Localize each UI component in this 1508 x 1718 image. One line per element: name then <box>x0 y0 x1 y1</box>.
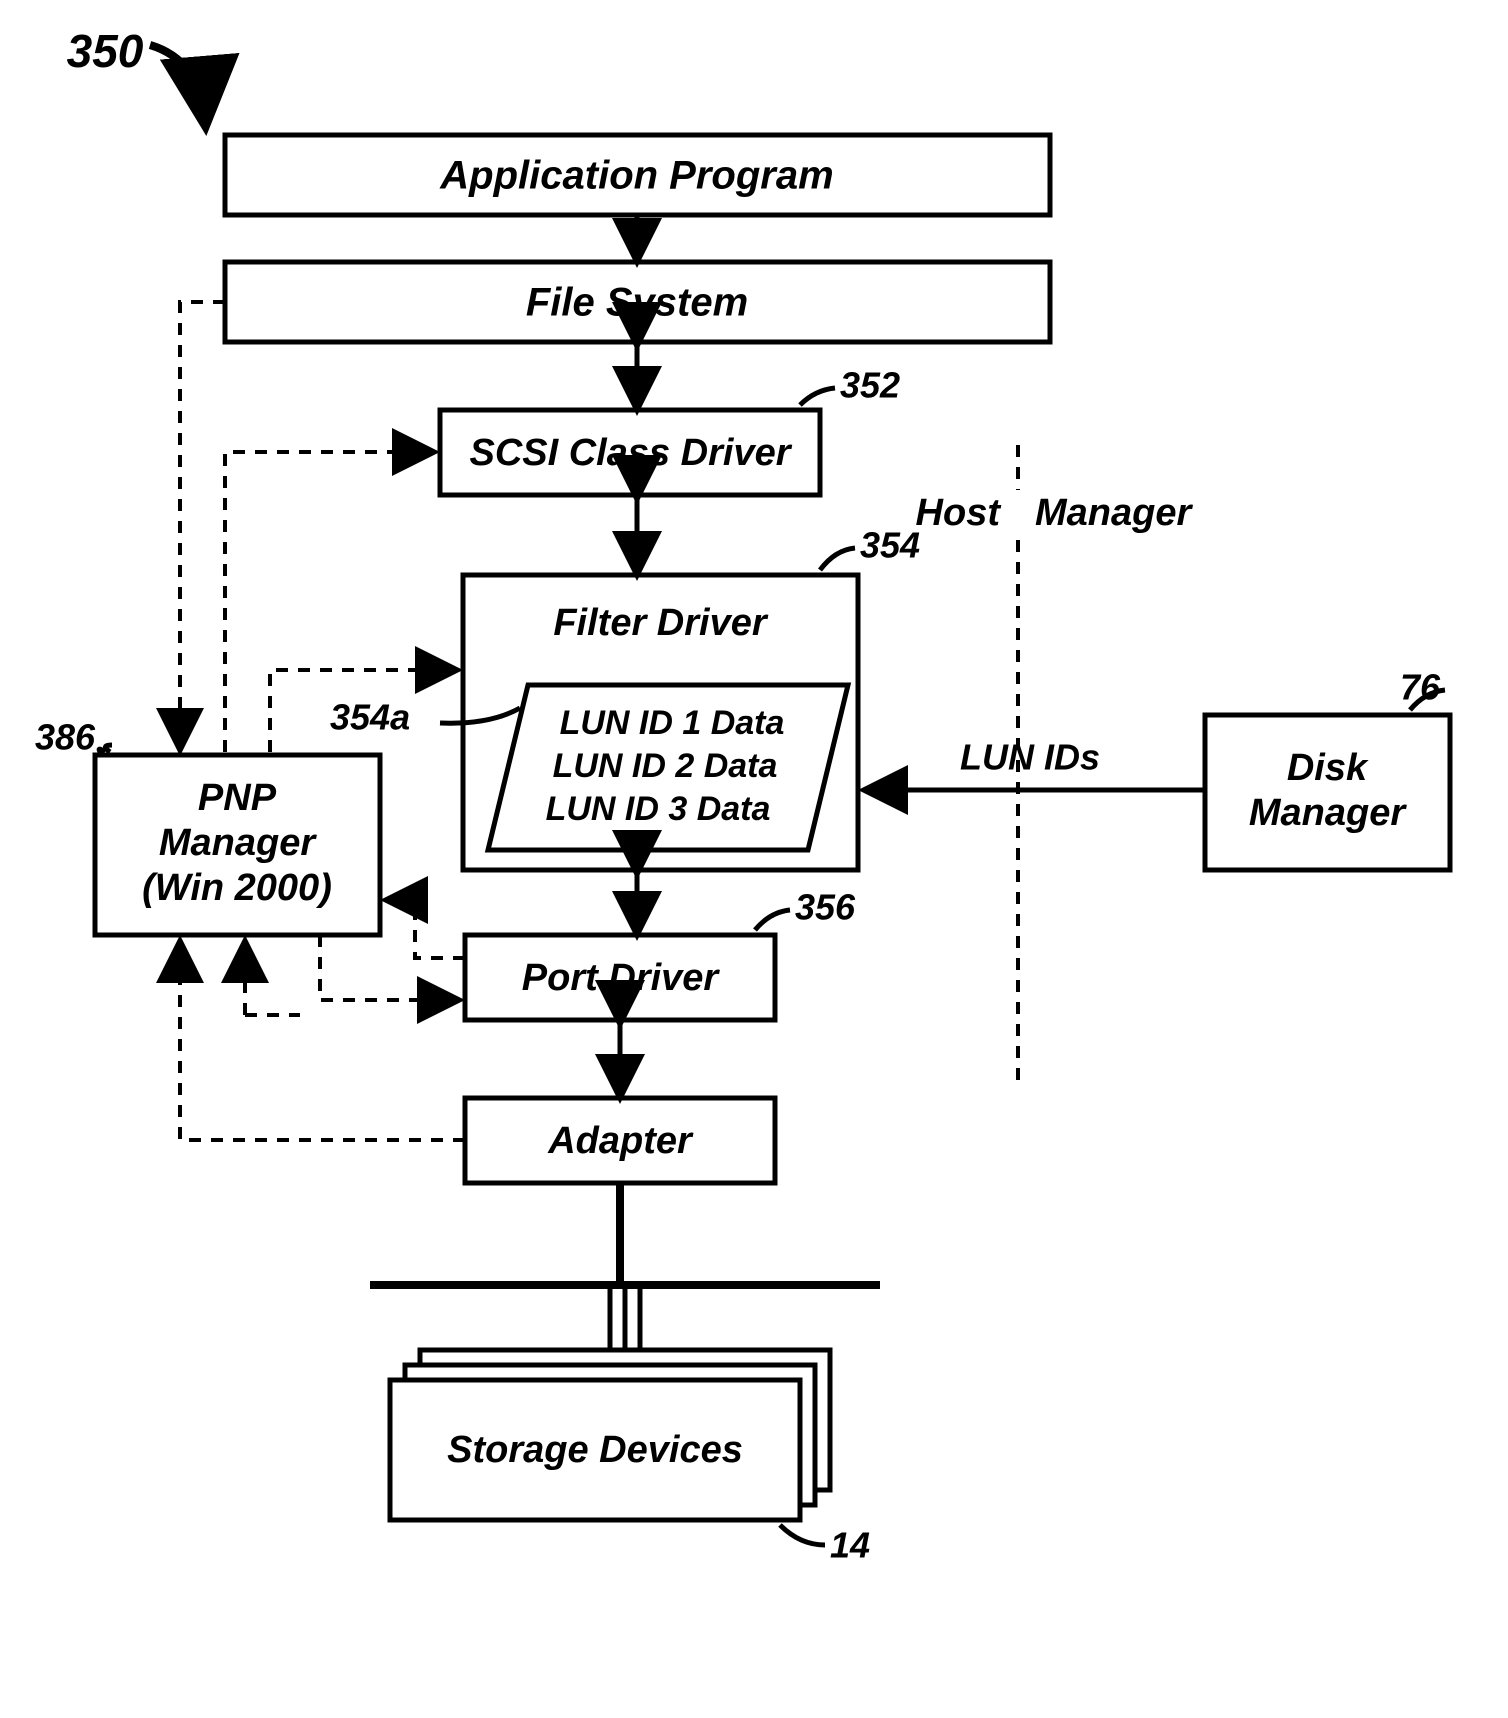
filter-driver-label: Filter Driver <box>553 602 769 644</box>
scsi-ref: 352 <box>840 365 900 406</box>
adapter-label: Adapter <box>547 1120 694 1162</box>
storage-ref: 14 <box>830 1525 870 1566</box>
dashed-port-to-pnp-in <box>388 900 465 958</box>
figure-ref-label: 350 <box>67 25 144 77</box>
dashed-fs-to-pnp <box>180 302 225 748</box>
port-driver-box: Port Driver 356 <box>465 887 856 1020</box>
lun-line-3: LUN ID 3 Data <box>546 790 771 828</box>
adapter-box: Adapter <box>465 1098 775 1183</box>
disk-line-1: Disk <box>1287 747 1369 789</box>
port-driver-label: Port Driver <box>522 957 721 999</box>
diagram-canvas: 350 Application Program File System SCSI… <box>0 0 1508 1718</box>
application-program-box: Application Program <box>225 135 1050 215</box>
scsi-driver-box: SCSI Class Driver 352 <box>440 365 900 495</box>
lun-line-2: LUN ID 2 Data <box>553 747 778 785</box>
file-system-label: File System <box>526 281 748 325</box>
pnp-line-2: Manager <box>159 822 317 864</box>
scsi-driver-label: SCSI Class Driver <box>469 432 792 474</box>
pnp-line-1: PNP <box>198 777 277 819</box>
lun-data-parallelogram: LUN ID 1 Data LUN ID 2 Data LUN ID 3 Dat… <box>488 685 848 850</box>
port-ref: 356 <box>795 887 856 928</box>
host-label: Host <box>916 492 1002 534</box>
manager-label: Manager <box>1035 492 1193 534</box>
filter-driver-box: Filter Driver 354 LUN ID 1 Data LUN ID 2… <box>330 525 920 870</box>
lun-line-1: LUN ID 1 Data <box>560 704 785 742</box>
figure-ref: 350 <box>67 25 205 120</box>
lunids-arrow: LUN IDs <box>868 737 1205 790</box>
dashed-pnp-to-port <box>320 935 457 1000</box>
file-system-box: File System <box>225 262 1050 342</box>
pnp-manager-box: PNP Manager (Win 2000) 386 <box>35 717 380 935</box>
filter-ref: 354 <box>860 525 920 566</box>
disk-ref: 76 <box>1400 667 1441 708</box>
dashed-adapter-to-pnp <box>180 943 465 1140</box>
storage-devices-stack: Storage Devices 14 <box>390 1350 870 1566</box>
disk-line-2: Manager <box>1249 792 1407 834</box>
pnp-ref: 386 <box>35 717 96 758</box>
storage-label: Storage Devices <box>447 1429 743 1471</box>
pnp-line-3: (Win 2000) <box>142 867 332 909</box>
application-program-label: Application Program <box>439 154 833 198</box>
disk-manager-box: Disk Manager 76 <box>1205 667 1450 870</box>
lun-ref: 354a <box>330 697 410 738</box>
lunids-label: LUN IDs <box>960 737 1100 778</box>
